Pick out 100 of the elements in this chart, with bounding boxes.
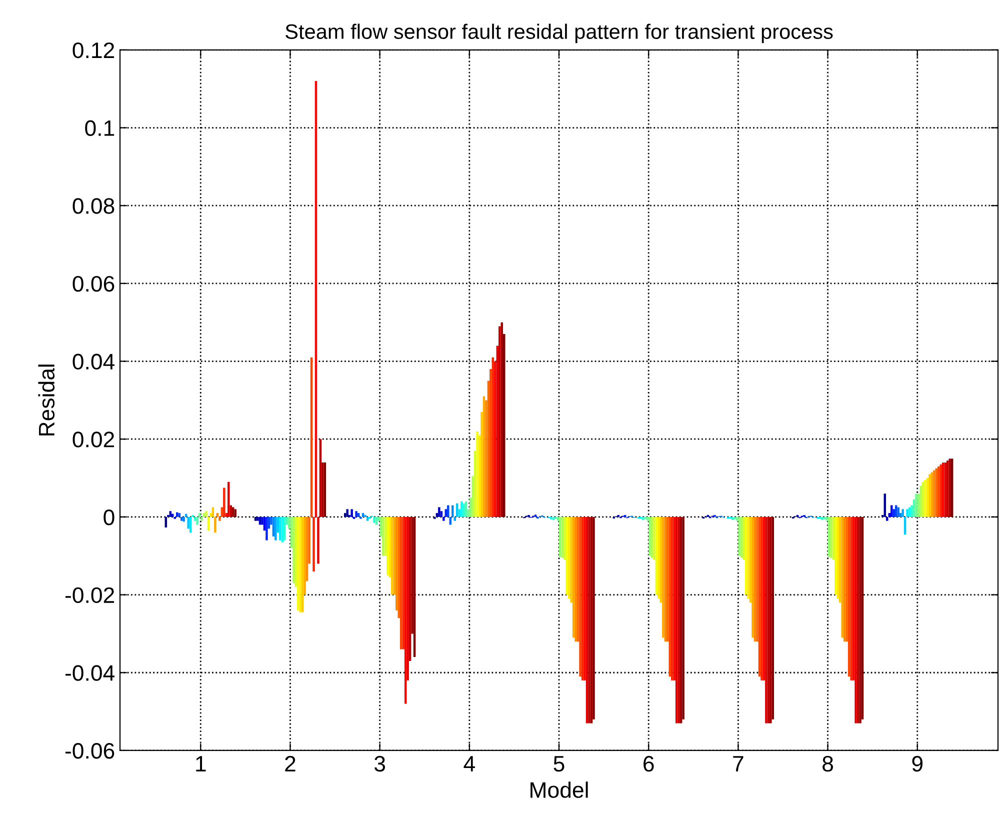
bar bbox=[362, 513, 364, 517]
bar bbox=[480, 412, 483, 517]
y-tick-label: 0.1 bbox=[85, 120, 114, 136]
bar bbox=[678, 516, 680, 724]
bar bbox=[908, 507, 911, 517]
bar bbox=[760, 516, 763, 680]
bar bbox=[490, 369, 492, 517]
bar bbox=[740, 516, 743, 558]
bar bbox=[666, 516, 669, 642]
bar bbox=[897, 507, 900, 517]
bar bbox=[214, 516, 216, 533]
bar bbox=[906, 509, 908, 517]
bar bbox=[284, 516, 286, 540]
bar bbox=[438, 507, 440, 517]
y-tick-label: 0.12 bbox=[72, 42, 114, 58]
bar bbox=[744, 516, 748, 595]
bar bbox=[498, 326, 501, 517]
bar bbox=[682, 516, 684, 720]
bar bbox=[196, 516, 198, 525]
bar bbox=[478, 435, 481, 517]
bar bbox=[888, 513, 890, 517]
bar bbox=[462, 503, 465, 517]
bar bbox=[308, 516, 310, 564]
bar bbox=[584, 516, 586, 680]
bar bbox=[841, 516, 844, 638]
y-tick-label: 0.08 bbox=[72, 198, 114, 214]
bar bbox=[299, 516, 302, 612]
bar bbox=[223, 488, 226, 517]
bar bbox=[346, 509, 348, 517]
bar bbox=[444, 509, 448, 517]
bar bbox=[406, 516, 409, 680]
x-tick-label: 9 bbox=[912, 756, 922, 772]
bar bbox=[382, 516, 384, 556]
bar bbox=[928, 474, 931, 517]
bar bbox=[436, 513, 438, 517]
bar bbox=[402, 516, 404, 650]
x-axis-title: Model bbox=[530, 782, 588, 798]
bar bbox=[169, 511, 172, 517]
bar bbox=[823, 516, 826, 520]
y-tick-label: 0 bbox=[104, 509, 114, 526]
bar bbox=[317, 516, 320, 564]
x-tick-label: 2 bbox=[285, 756, 296, 772]
bar bbox=[655, 516, 658, 595]
bar bbox=[859, 516, 862, 724]
y-axis-title: Residal bbox=[38, 364, 55, 436]
bar bbox=[366, 516, 369, 521]
bar bbox=[658, 516, 660, 599]
bar bbox=[899, 513, 902, 517]
bar bbox=[924, 480, 926, 517]
bar bbox=[662, 516, 664, 638]
bar bbox=[220, 507, 224, 517]
bar bbox=[644, 516, 646, 520]
bar bbox=[574, 516, 577, 642]
bar bbox=[821, 516, 824, 520]
x-tick-label: 5 bbox=[554, 756, 564, 772]
bar bbox=[449, 516, 452, 525]
bar bbox=[294, 516, 297, 588]
bar bbox=[846, 516, 848, 642]
bar bbox=[933, 470, 936, 517]
y-tick-label: -0.06 bbox=[65, 743, 114, 759]
bar bbox=[736, 516, 738, 520]
bar bbox=[232, 507, 234, 517]
bar bbox=[910, 505, 913, 517]
bar bbox=[648, 516, 651, 556]
bar bbox=[563, 516, 566, 560]
bar bbox=[230, 505, 232, 517]
bar bbox=[467, 509, 470, 517]
bar bbox=[322, 462, 324, 517]
x-tick-label: 7 bbox=[733, 756, 744, 772]
bar bbox=[182, 516, 185, 522]
bar bbox=[270, 516, 272, 525]
bar bbox=[892, 509, 895, 517]
bar bbox=[734, 516, 736, 520]
bar bbox=[458, 509, 460, 517]
bar bbox=[212, 507, 214, 517]
bar bbox=[286, 516, 288, 525]
bar bbox=[304, 516, 306, 595]
bar bbox=[378, 516, 380, 521]
bar bbox=[180, 516, 183, 521]
bar bbox=[380, 516, 382, 536]
bar bbox=[357, 513, 360, 517]
bar bbox=[770, 516, 772, 724]
bar bbox=[930, 472, 934, 517]
bar bbox=[476, 431, 478, 517]
bar bbox=[344, 513, 346, 517]
bar bbox=[650, 516, 654, 558]
bar bbox=[550, 516, 552, 520]
bar bbox=[948, 458, 951, 517]
bar bbox=[487, 380, 490, 517]
bar bbox=[440, 511, 443, 517]
bar bbox=[588, 516, 590, 724]
bar bbox=[646, 516, 649, 520]
bar bbox=[836, 516, 839, 599]
bar bbox=[884, 494, 886, 517]
bar bbox=[312, 516, 315, 572]
bar bbox=[566, 516, 568, 595]
bar bbox=[256, 516, 259, 521]
bar bbox=[494, 361, 496, 517]
bar bbox=[653, 516, 656, 560]
bar bbox=[469, 497, 472, 517]
